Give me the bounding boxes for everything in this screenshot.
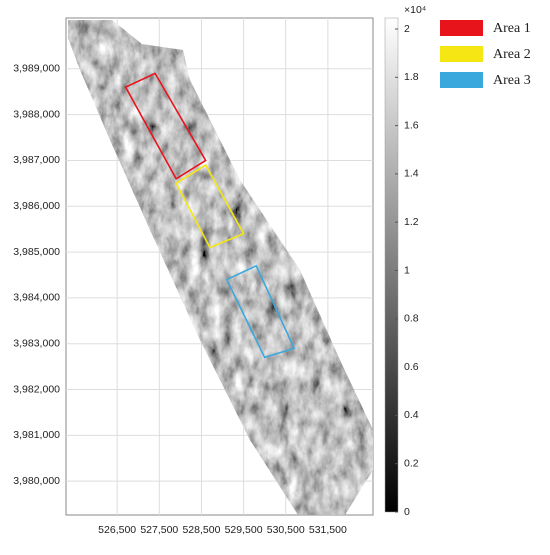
area-outline	[175, 163, 245, 249]
colorbar-tick-label: 0.2	[404, 457, 419, 469]
areas	[124, 72, 296, 359]
x-tick-label: 526,500	[98, 524, 136, 536]
area-outline	[124, 72, 207, 180]
colorbar-tick-label: 0.6	[404, 361, 419, 373]
area-outline	[225, 264, 296, 359]
legend-label: Area 1	[493, 21, 531, 36]
legend-swatch	[440, 20, 483, 36]
legend-label: Area 2	[493, 47, 531, 62]
colorbar-tick-label: 1.8	[404, 71, 419, 83]
y-tick-label: 3,986,000	[13, 200, 60, 212]
colorbar-tick-label: 0.4	[404, 409, 419, 421]
y-tick-label: 3,988,000	[13, 108, 60, 120]
x-tick-label: 528,500	[182, 524, 220, 536]
colorbar-tick-label: 1.6	[404, 119, 419, 131]
y-tick-label: 3,985,000	[13, 246, 60, 258]
colorbar	[384, 17, 399, 513]
colorbar-tick-label: 1.2	[404, 216, 419, 228]
colorbar-tick-label: 0.8	[404, 313, 419, 325]
colorbar-tick-label: 1	[404, 264, 410, 276]
y-tick-label: 3,981,000	[13, 429, 60, 441]
y-tick-label: 3,980,000	[13, 475, 60, 487]
x-tick-label: 529,500	[225, 524, 263, 536]
y-tick-label: 3,989,000	[13, 63, 60, 75]
y-tick-label: 3,983,000	[13, 337, 60, 349]
y-tick-label: 3,982,000	[13, 383, 60, 395]
colorbar-tick-label: 1.4	[404, 168, 419, 180]
y-tick-label: 3,984,000	[13, 292, 60, 304]
x-tick-label: 531,500	[309, 524, 347, 536]
legend-swatch	[440, 46, 483, 62]
y-tick-label: 3,987,000	[13, 154, 60, 166]
colorbar-multiplier: ×10⁴	[404, 4, 426, 16]
x-tick-label: 530,500	[267, 524, 305, 536]
legend-swatch	[440, 72, 483, 88]
x-tick-label: 527,500	[140, 524, 178, 536]
legend-label: Area 3	[493, 73, 531, 88]
colorbar-tick-label: 0	[404, 506, 410, 518]
colorbar-tick-label: 2	[404, 23, 410, 35]
